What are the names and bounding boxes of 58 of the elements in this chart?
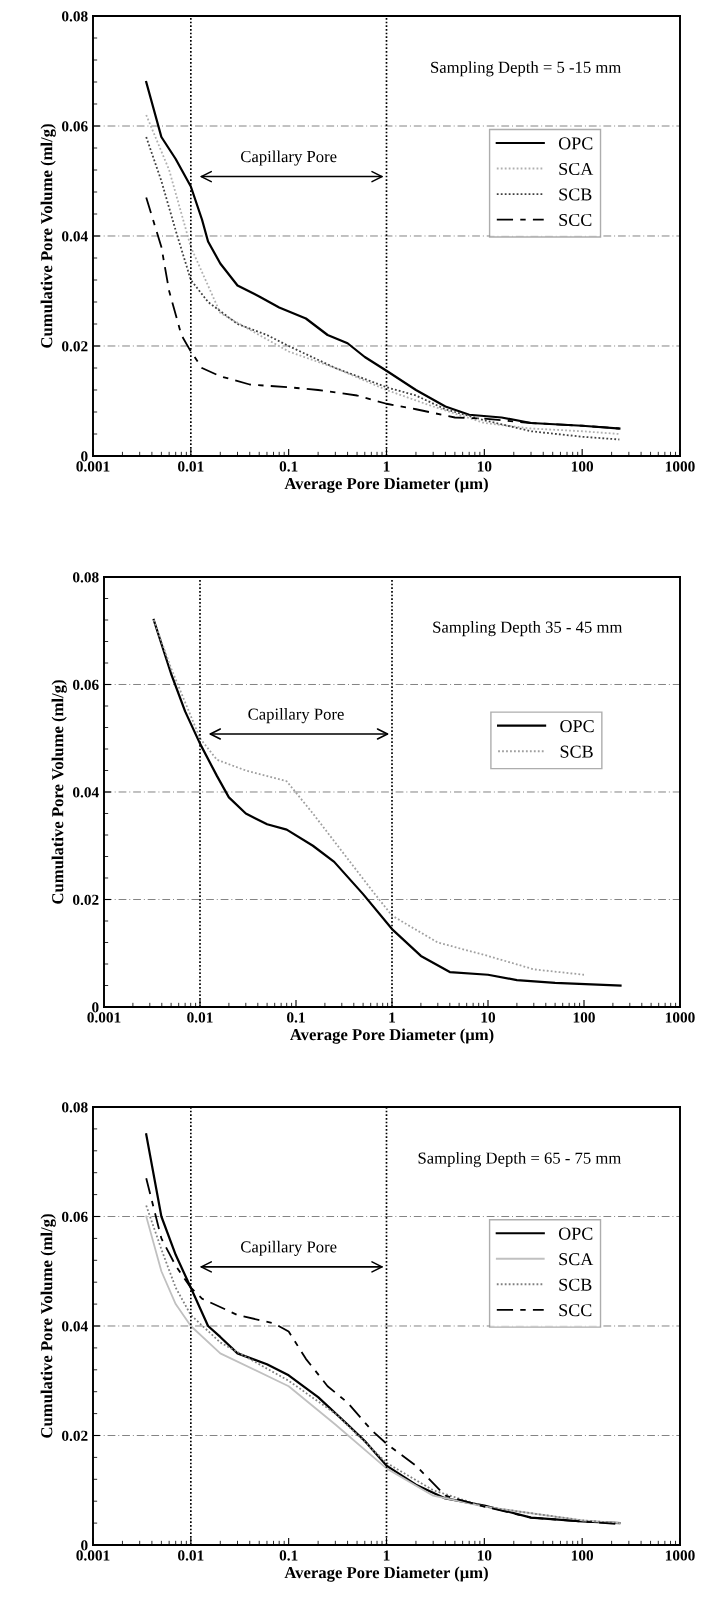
y-tick-label: 0.08 [72,572,99,583]
y-axis-title: Cumulative Pore Volume (ml/g) [40,1214,56,1438]
x-tick-label: 1000 [665,461,695,472]
y-tick-label: 0.02 [61,341,88,352]
legend-label: OPC [558,1227,593,1240]
x-tick-label: 10 [481,1012,496,1023]
x-tick-label: 100 [573,1012,595,1023]
legend-label: SCC [559,213,592,227]
y-tick-label: 0.08 [61,11,88,22]
legend-label: SCA [559,162,594,176]
annotation: Capillary Pore [240,150,337,166]
x-axis-title: Average Pore Diameter (μm) [284,1566,488,1582]
x-tick-label: 0.1 [279,1550,298,1561]
x-tick-label: 1 [383,461,390,472]
x-tick-label: 100 [571,461,594,472]
legend-label: SCB [560,745,593,758]
x-tick-label: 10 [477,1550,492,1561]
legend-label: OPC [560,720,594,733]
x-tick-label: 1 [389,1012,396,1023]
x-axis-title: Average Pore Diameter (μm) [284,477,488,493]
legend-label: SCB [559,188,592,201]
annotation: Sampling Depth = 5 -15 mm [431,61,622,77]
y-tick-label: 0.02 [61,1430,88,1442]
y-tick-label: 0.08 [61,1102,88,1113]
x-tick-label: 0.1 [287,1012,305,1023]
annotation: Sampling Depth 35 - 45 mm [433,621,623,637]
annotation: Capillary Pore [240,1240,337,1256]
y-tick-label: 0.04 [61,231,88,242]
annotation: Capillary Pore [248,708,344,724]
x-tick-label: 0.01 [187,1012,213,1023]
x-tick-label: 1000 [665,1550,695,1561]
y-tick-label: 0.06 [72,679,99,691]
y-tick-label: 0 [92,1002,99,1013]
annotation: Sampling Depth = 65 - 75 mm [418,1151,622,1168]
x-tick-label: 100 [571,1550,594,1561]
y-tick-label: 0 [81,451,88,462]
legend-label: SCB [559,1278,592,1291]
x-tick-label: 0.001 [76,1550,110,1561]
y-tick-label: 0.04 [72,787,99,798]
y-tick-label: 0.06 [61,121,88,132]
legend-label: SCA [559,1253,594,1266]
x-tick-label: 10 [477,461,492,472]
x-tick-label: 0.01 [178,1550,204,1561]
x-tick-label: 1000 [665,1012,695,1023]
y-tick-label: 0.06 [61,1211,88,1223]
x-axis-title: Average Pore Diameter (μm) [290,1028,494,1044]
y-axis-title: Cumulative Pore Volume (ml/g) [40,124,56,348]
legend-label: OPC [558,137,593,150]
y-axis-title: Cumulative Pore Volume (ml/g) [51,680,67,904]
x-tick-label: 0.001 [76,461,110,472]
legend-label: SCC [559,1304,592,1317]
x-tick-label: 1 [383,1550,390,1561]
x-tick-label: 0.01 [178,461,204,472]
y-tick-label: 0 [81,1540,88,1551]
y-tick-label: 0.02 [72,894,99,906]
y-tick-label: 0.04 [61,1321,88,1332]
x-tick-label: 0.1 [279,461,298,472]
x-tick-label: 0.001 [87,1012,121,1023]
